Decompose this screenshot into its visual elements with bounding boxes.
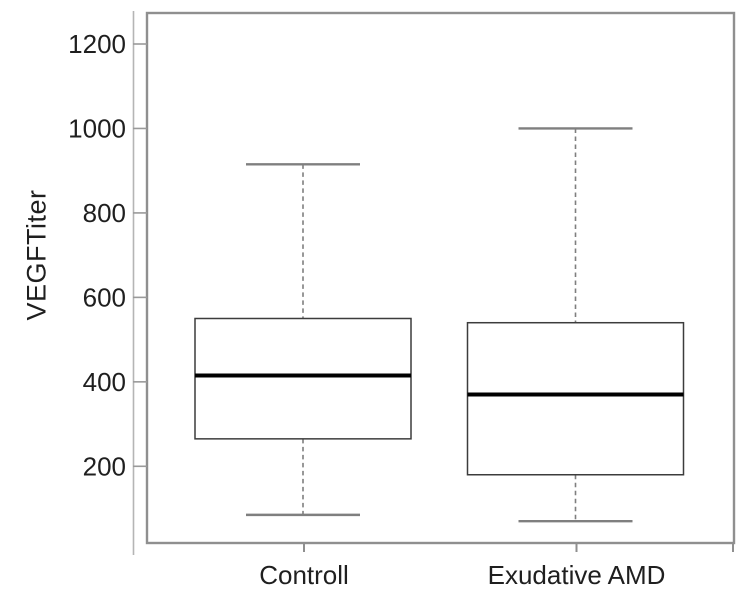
y-tick-label: 200 [83, 451, 126, 481]
iqr-box [466, 321, 685, 476]
x-category-label: Controll [259, 560, 349, 590]
y-tick-label: 400 [83, 367, 126, 397]
boxplot-exudative-amd [466, 127, 685, 523]
boxplot-controll [194, 163, 412, 517]
y-tick-label: 800 [83, 198, 126, 228]
iqr-box [194, 317, 412, 440]
x-category-label: Exudative AMD [488, 560, 666, 590]
y-axis-title: VEGFTiter [21, 189, 52, 321]
y-tick-label: 1200 [68, 29, 126, 59]
plot-frame [145, 11, 736, 545]
y-tick-label: 600 [83, 282, 126, 312]
y-tick-label: 1000 [68, 113, 126, 143]
